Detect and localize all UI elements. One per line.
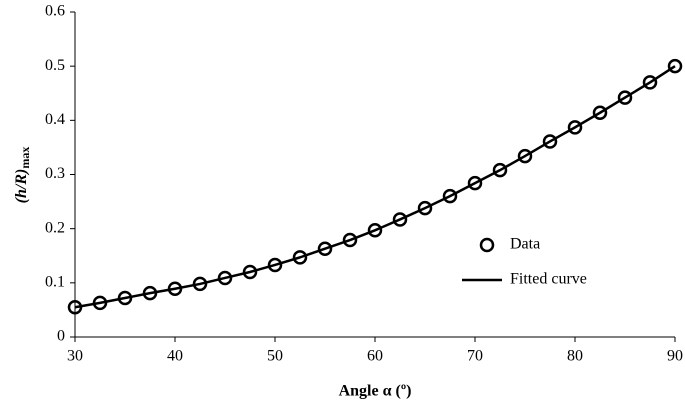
legend-label: Fitted curve [510, 271, 587, 288]
y-tick-label: 0.4 [45, 111, 65, 128]
data-point [167, 281, 183, 297]
data-point [267, 257, 283, 273]
data-point [242, 264, 258, 280]
data-point [667, 58, 683, 74]
x-tick-label: 50 [267, 348, 283, 365]
data-point [117, 290, 133, 306]
data-point [592, 105, 608, 120]
y-tick-label: 0 [57, 328, 65, 345]
data-point [192, 276, 208, 292]
y-tick-label: 0.6 [45, 3, 65, 20]
x-tick-label: 70 [467, 348, 483, 365]
data-point [67, 299, 83, 315]
y-axis-title-main: (h/R) [13, 169, 30, 204]
data-point [567, 120, 583, 135]
x-tick-label: 30 [67, 348, 83, 365]
y-tick-label: 0.3 [45, 165, 65, 182]
legend-label: Data [510, 236, 540, 253]
data-point [367, 223, 383, 238]
data-point [467, 175, 483, 191]
fitted-line [74, 65, 676, 309]
y-tick-label: 0.1 [45, 274, 65, 291]
data-point [642, 75, 658, 90]
legend-marker [479, 237, 495, 253]
data-point [292, 250, 308, 265]
data-point [542, 134, 558, 149]
data-point [342, 232, 358, 248]
x-tick-label: 90 [667, 348, 683, 365]
x-tick-label: 80 [567, 348, 583, 365]
x-axis-title: Angle α (º) [339, 383, 412, 400]
x-tick-label: 40 [167, 348, 183, 365]
data-point [517, 148, 533, 164]
data-point [217, 270, 233, 286]
data-point [442, 188, 458, 204]
y-tick-label: 0.5 [45, 57, 65, 74]
y-axis-title-sub: max [18, 147, 32, 169]
data-point [142, 285, 158, 301]
data-point [417, 200, 433, 216]
data-point [317, 241, 333, 256]
y-axis-title: (h/R)max [13, 147, 32, 204]
data-point [617, 90, 633, 105]
data-point [392, 212, 408, 227]
x-tick-label: 60 [367, 348, 383, 365]
y-tick-label: 0.2 [45, 219, 65, 236]
data-point [92, 295, 108, 311]
data-point [492, 162, 508, 178]
